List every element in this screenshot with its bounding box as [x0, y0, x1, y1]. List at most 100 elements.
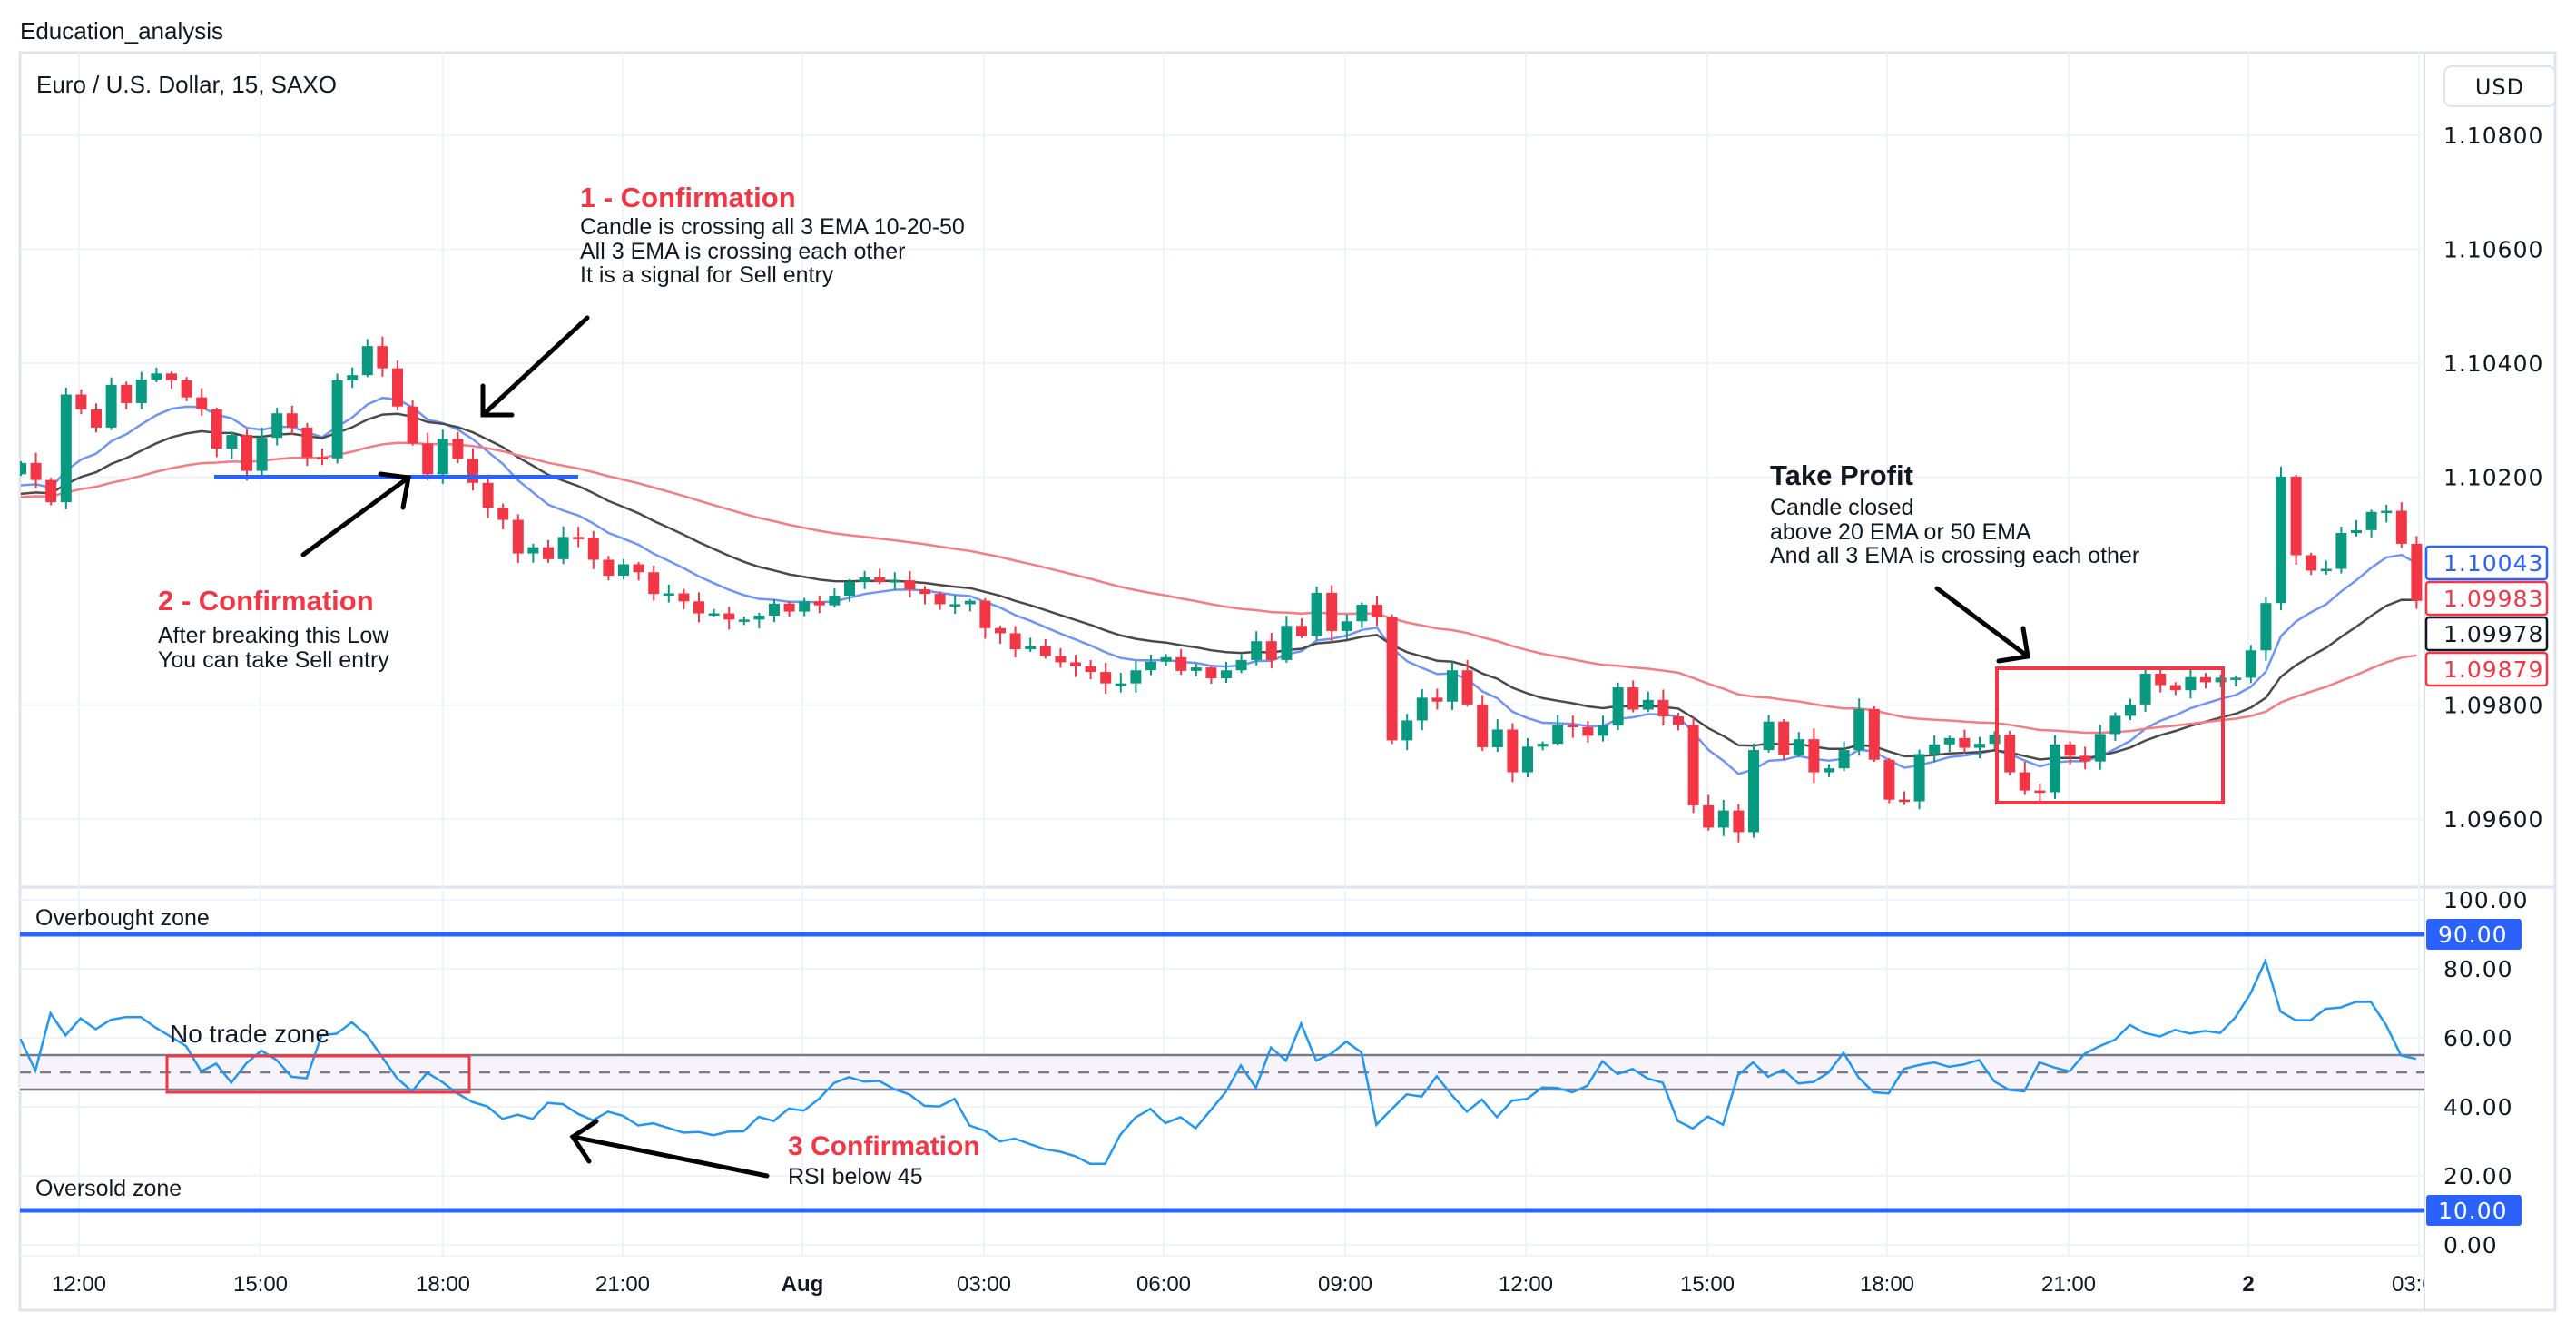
candle-body [1130, 670, 1142, 684]
candle [377, 336, 388, 377]
candle-body [2109, 715, 2121, 735]
candle-body [226, 435, 238, 449]
candle-body [1974, 744, 1985, 748]
candle-body [1341, 621, 1352, 631]
candle [557, 526, 569, 565]
time-tick-label: 12:00 [52, 1272, 106, 1297]
candle [1673, 713, 1684, 731]
rsi-zone-tag[interactable]: 10.00 [2426, 1195, 2522, 1226]
candle [497, 503, 509, 529]
candle [151, 367, 162, 382]
time-tick-label: 03:00 [957, 1272, 1011, 1297]
rsi-tick-label: 100.00 [2443, 887, 2528, 913]
candle [2320, 560, 2332, 575]
price-label-tag[interactable]: 1.09983 [2424, 580, 2549, 617]
candle-body [1883, 759, 1895, 800]
candle [618, 558, 629, 580]
rsi-axis[interactable]: 100.00 80.00 60.00 40.00 20.00 0.00 90.00 10.00 [2426, 887, 2528, 1258]
candle-body [2290, 476, 2302, 556]
arrow-icon[interactable] [300, 471, 411, 557]
price-label-tag[interactable]: 1.10043 [2424, 545, 2549, 581]
price-pane[interactable] [15, 336, 2423, 843]
candle-body [527, 547, 539, 554]
candle [422, 432, 434, 481]
candle [1808, 728, 1820, 784]
candle-body [2395, 510, 2407, 544]
candle-body [587, 538, 599, 560]
candle [1175, 648, 1187, 676]
price-label-tag[interactable]: 1.09978 [2424, 616, 2549, 652]
candle-body [1612, 687, 1624, 726]
candle-body [1372, 605, 1382, 617]
price-label-value: 1.09978 [2443, 621, 2543, 647]
rsi-tick-label: 40.00 [2443, 1094, 2513, 1120]
rsi-zone-tag-value: 90.00 [2438, 922, 2508, 948]
candle-body [769, 603, 780, 616]
candle-body [1221, 670, 1232, 679]
candle [1657, 689, 1669, 726]
candle [166, 371, 177, 389]
candle [1824, 764, 1834, 777]
candle-body [934, 594, 946, 605]
candle-body [2320, 568, 2332, 572]
currency-button-bg[interactable] [2443, 65, 2556, 107]
symbol-title[interactable]: Euro / U.S. Dollar, 15, SAXO [36, 71, 337, 98]
time-tick-label: 15:00 [233, 1272, 288, 1297]
take-profit-box[interactable] [1995, 666, 2225, 804]
price-label-box[interactable] [2424, 616, 2549, 652]
candle-body [105, 384, 117, 428]
candle-body [844, 581, 855, 597]
candle-body [1838, 750, 1850, 769]
currency-button-label[interactable]: USD [2475, 74, 2524, 100]
price-tick-label: 1.10800 [2443, 123, 2543, 149]
price-label-box[interactable] [2424, 651, 2549, 687]
time-axis[interactable]: 12:00 15:00 18:00 21:00 Aug 03:00 06:00 09:00 12… [52, 1272, 2446, 1297]
price-axis[interactable]: 1.10800 1.10600 1.10400 1.10200 1.09800 1.096… [2424, 123, 2549, 833]
candle-body [1145, 661, 1156, 671]
candle [829, 588, 841, 607]
currency-button[interactable]: USD [2443, 65, 2556, 107]
candle-body [2125, 704, 2136, 716]
candle [1100, 662, 1112, 694]
candle-body [1401, 720, 1413, 741]
candle-body [663, 593, 674, 597]
candle [1763, 715, 1775, 753]
candle [813, 595, 825, 614]
candle [1221, 661, 1232, 683]
candle-body [1552, 725, 1564, 745]
candle-body [1265, 641, 1277, 660]
candle-body [2094, 734, 2106, 762]
candle-body [2155, 673, 2167, 686]
rsi-zone-tag-box[interactable] [2426, 919, 2522, 950]
candle-body [1447, 670, 1458, 702]
arrow-icon[interactable] [480, 315, 590, 418]
price-label-tag[interactable]: 1.09879 [2424, 651, 2549, 687]
confirmation-2-line: After breaking this Low [158, 623, 389, 648]
candle-body [452, 439, 464, 459]
candle-body [181, 380, 192, 398]
candle-body [60, 394, 72, 503]
candle [2200, 673, 2211, 689]
no-trade-box[interactable] [165, 1054, 471, 1094]
rsi-zone-tag-box[interactable] [2426, 1195, 2522, 1226]
arrow-icon[interactable] [569, 1119, 770, 1179]
confirmation-1-line: It is a signal for Sell entry [580, 262, 834, 288]
candle-body [633, 564, 644, 573]
candle-body [1070, 662, 1081, 666]
candle [121, 381, 133, 409]
rsi-pane[interactable] [20, 932, 2424, 1213]
candle [859, 570, 870, 589]
rsi-zone-tag[interactable]: 90.00 [2426, 919, 2522, 950]
candle [1703, 794, 1715, 831]
candle [1838, 741, 1850, 772]
candle-body [1537, 744, 1549, 747]
candle-body [1115, 683, 1126, 686]
price-label-box[interactable] [2424, 545, 2549, 581]
price-label-box[interactable] [2424, 580, 2549, 617]
candle-body [813, 601, 825, 606]
arrow-icon[interactable] [1934, 586, 2030, 664]
candle-body [392, 368, 403, 407]
candle [738, 617, 750, 626]
candle [1311, 586, 1322, 641]
